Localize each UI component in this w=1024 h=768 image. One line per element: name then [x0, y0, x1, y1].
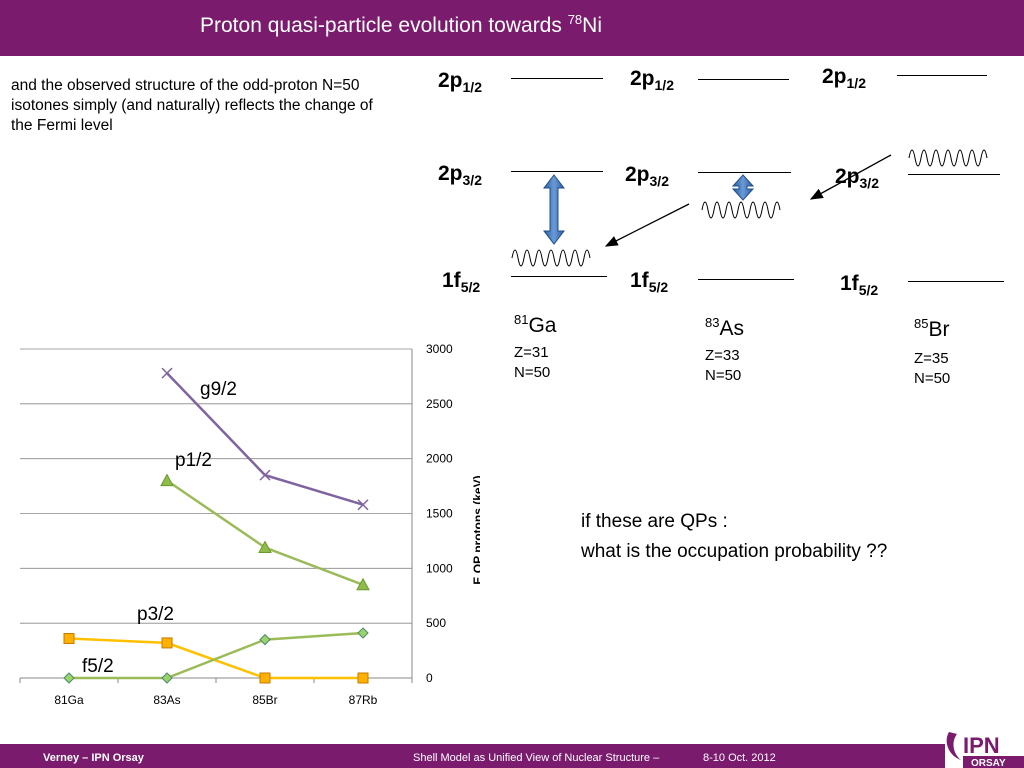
y-tick-label: 2000 — [426, 452, 453, 466]
series-line — [68, 637, 363, 680]
y-tick-label: 500 — [426, 616, 446, 630]
chart-series — [63, 367, 370, 684]
nucleus-zn-ga: Z=31 N=50 — [514, 344, 551, 381]
level-line-1f52-ga — [511, 276, 607, 277]
y-tick-label: 0 — [426, 671, 433, 685]
data-point-diamond — [63, 672, 75, 684]
series-label: p1/2 — [175, 450, 212, 471]
series-line — [69, 631, 364, 680]
series-label: g9/2 — [200, 379, 237, 400]
level-label-2p12-as: 2p1/2 — [630, 67, 674, 94]
data-point-triangle — [258, 540, 272, 553]
data-point-x — [161, 367, 173, 379]
qp-energy-chart: 0 500 1000 1500 2000 2500 3000 81Ga 83As 85Br 87Rb… — [19, 342, 480, 707]
fermi-wave-br — [908, 149, 988, 167]
data-point-x — [259, 469, 271, 481]
level-line-2p32-ga — [511, 171, 603, 172]
question-line-1: if these are QPs : — [581, 511, 728, 532]
fermi-wave-ga — [511, 249, 591, 267]
nucleus-zn-as: Z=33 N=50 — [705, 347, 742, 384]
data-point-triangle — [160, 473, 174, 487]
level-label-1f52-as: 1f5/2 — [630, 269, 669, 296]
intro-text: and the observed structure of the odd-pr… — [11, 77, 373, 134]
y-axis-label: E QP protons (keV) — [471, 475, 480, 584]
level-line-1f52-as — [698, 279, 794, 280]
gap-double-arrow-as — [731, 174, 755, 201]
nucleus-zn-br: Z=35 N=50 — [914, 350, 951, 387]
data-point-square — [63, 633, 75, 645]
level-line-2p12-ga — [511, 78, 603, 79]
x-tick-label: 83As — [153, 693, 180, 707]
footer-bar: Verney – IPN Orsay Shell Model as Unifie… — [0, 744, 1024, 768]
series-label: p3/2 — [137, 604, 174, 625]
data-point-diamond — [357, 627, 369, 639]
level-line-2p12-br — [897, 75, 987, 76]
data-point-square — [161, 637, 173, 649]
shift-arrow-br-to-as — [809, 154, 892, 200]
data-point-diamond — [259, 633, 271, 646]
series-label: f5/2 — [82, 656, 114, 677]
header-bar: Proton quasi-particle evolution towards … — [0, 0, 1024, 56]
logo-subtext: ORSAY — [971, 758, 1006, 768]
data-point-x — [357, 499, 369, 511]
nucleus-label-as: 83As — [705, 315, 744, 340]
page-number: Page 17/ — [885, 748, 930, 760]
level-label-1f52-ga: 1f5/2 — [442, 269, 481, 296]
footer-conference: Shell Model as Unified View of Nuclear S… — [413, 752, 660, 764]
data-point-stroke — [161, 367, 173, 379]
question-text: if these are QPs : what is the occupatio… — [581, 507, 887, 567]
data-point-stroke — [259, 469, 271, 481]
ipn-orsay-logo: IPN ORSAY — [945, 726, 1024, 768]
y-tick-label: 1000 — [426, 561, 453, 575]
data-point-triangle — [356, 577, 370, 591]
data-point-square — [259, 672, 271, 684]
nucleus-label-br: 85Br — [914, 316, 950, 341]
question-line-2: what is the occupation probability ?? — [581, 541, 888, 562]
logo-text: IPN — [963, 733, 1000, 758]
x-tick-label: 87Rb — [349, 693, 378, 707]
footer-author: Verney – IPN Orsay — [43, 752, 144, 764]
level-label-2p32-ga: 2p3/2 — [438, 162, 482, 189]
y-tick-label: 1500 — [426, 507, 453, 521]
series-labels: g9/2 p1/2 p3/2 f5/2 — [82, 379, 237, 677]
level-label-2p12-br: 2p1/2 — [822, 65, 866, 92]
level-line-2p32-br — [908, 174, 1000, 175]
x-tick-label: 85Br — [252, 693, 277, 707]
level-line-2p32-as — [698, 172, 791, 173]
chart-ticks: 0 500 1000 1500 2000 2500 3000 81Ga 83As 85Br 87Rb — [54, 342, 453, 707]
series-line — [166, 372, 364, 506]
footer-date: 8-10 Oct. 2012 — [703, 752, 776, 764]
data-point-square — [357, 672, 369, 684]
level-line-1f52-br — [908, 281, 1004, 282]
level-label-2p12-ga: 2p1/2 — [438, 69, 482, 96]
y-tick-label: 3000 — [426, 342, 453, 356]
nucleus-label-ga: 81Ga — [514, 312, 557, 337]
fermi-wave-as — [701, 201, 781, 219]
data-point-stroke — [357, 499, 369, 511]
x-tick-label: 81Ga — [54, 693, 84, 707]
data-point-diamond — [161, 672, 173, 684]
gap-double-arrow-ga — [542, 174, 566, 245]
level-label-1f52-br: 1f5/2 — [840, 272, 879, 299]
y-tick-label: 2500 — [426, 397, 453, 411]
shift-arrow-as-to-ga — [604, 203, 690, 247]
slide-title: Proton quasi-particle evolution towards … — [200, 12, 603, 37]
level-line-2p12-as — [698, 79, 789, 80]
level-label-2p32-as: 2p3/2 — [625, 163, 669, 190]
